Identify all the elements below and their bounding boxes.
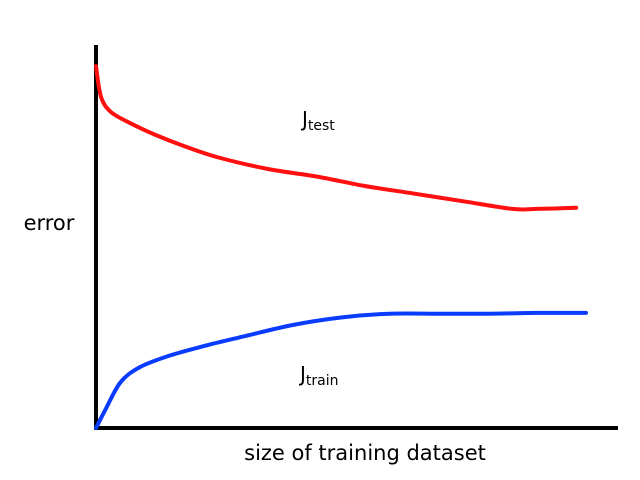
series-label-subscript: train [306, 373, 339, 389]
series-label-subscript: test [308, 118, 335, 134]
axes [94, 45, 618, 430]
series-line-test [94, 64, 579, 212]
series-label-train: Jtrain [298, 362, 339, 389]
series-label-main: J [300, 107, 308, 131]
series-layer [94, 64, 588, 430]
x-axis-label: size of training dataset [244, 441, 486, 465]
y-axis-label: error [24, 211, 75, 235]
series-label-main: J [298, 362, 306, 386]
series-line-train [94, 310, 588, 430]
series-label-test: Jtest [300, 107, 335, 134]
